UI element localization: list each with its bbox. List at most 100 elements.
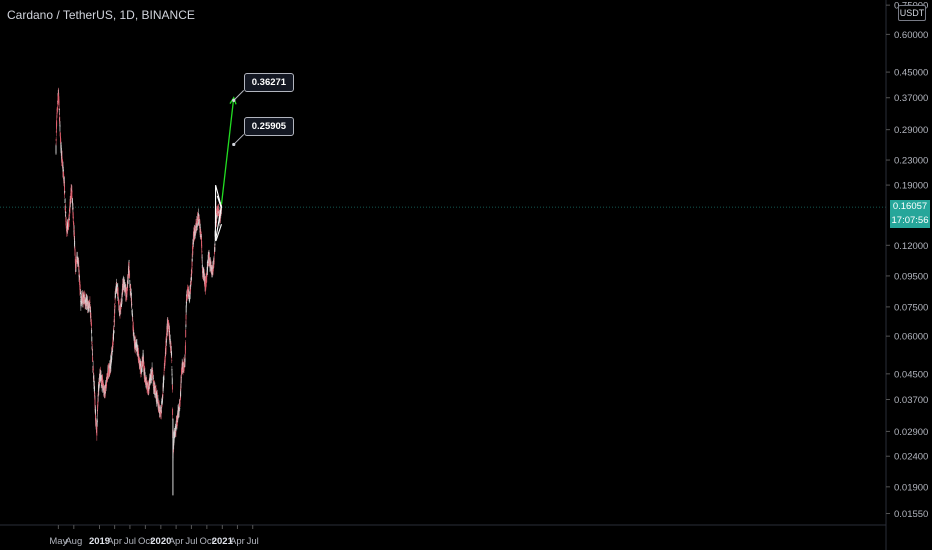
candle bbox=[92, 365, 94, 375]
candle bbox=[116, 287, 118, 296]
candle bbox=[203, 266, 205, 274]
candle bbox=[113, 329, 115, 334]
price-target-callout-high[interactable]: 0.36271 bbox=[243, 73, 295, 93]
candle bbox=[64, 181, 66, 199]
price-tick-label: 0.06000 bbox=[894, 332, 928, 343]
price-target-callout-low[interactable]: 0.25905 bbox=[243, 117, 295, 137]
candle bbox=[79, 281, 81, 289]
candle bbox=[73, 220, 74, 226]
candle bbox=[194, 229, 196, 239]
candle bbox=[109, 360, 111, 377]
pattern-drawings bbox=[0, 89, 886, 242]
candle bbox=[115, 291, 117, 298]
price-tick-label: 0.03700 bbox=[894, 395, 928, 406]
breakout-arrow[interactable] bbox=[220, 96, 237, 205]
candle bbox=[172, 407, 174, 421]
time-tick-label: Jul bbox=[124, 536, 136, 547]
price-tick-label: 0.37000 bbox=[894, 93, 928, 104]
candle bbox=[130, 284, 132, 292]
candle bbox=[92, 354, 94, 363]
candle bbox=[89, 302, 91, 312]
candle bbox=[196, 223, 198, 231]
candle bbox=[96, 418, 98, 427]
time-tick-label: Apr bbox=[230, 536, 245, 547]
price-tick-label: 0.60000 bbox=[894, 30, 928, 41]
time-tick-label: Apr bbox=[107, 536, 122, 547]
candle bbox=[102, 379, 104, 389]
candle bbox=[116, 278, 117, 294]
callout-pointer bbox=[232, 134, 245, 147]
candle bbox=[91, 340, 93, 346]
candle bbox=[169, 334, 171, 343]
candle bbox=[178, 407, 180, 418]
candle bbox=[96, 426, 98, 441]
candle bbox=[217, 204, 219, 212]
time-tick-label: Jul bbox=[247, 536, 259, 547]
candle bbox=[89, 296, 91, 304]
candle bbox=[64, 190, 66, 194]
candle bbox=[55, 137, 57, 146]
candle bbox=[129, 269, 131, 279]
candle bbox=[65, 226, 67, 228]
price-tick-label: 0.01550 bbox=[894, 509, 928, 520]
candle bbox=[199, 223, 201, 231]
candle bbox=[179, 401, 181, 407]
candle bbox=[71, 185, 73, 194]
candle bbox=[198, 215, 200, 220]
candle bbox=[207, 262, 209, 267]
candle bbox=[58, 96, 60, 108]
candle bbox=[128, 263, 130, 273]
candle bbox=[167, 327, 169, 336]
bar-countdown-label: 17:07:56 bbox=[890, 214, 930, 229]
candle bbox=[165, 337, 167, 347]
time-tick-label: 2019 bbox=[89, 536, 110, 547]
price-axis[interactable]: 0.750000.600000.450000.370000.290000.230… bbox=[885, 0, 928, 550]
price-tick-label: 0.07500 bbox=[894, 302, 928, 313]
candle bbox=[72, 213, 74, 221]
candle bbox=[62, 166, 64, 173]
candle bbox=[55, 143, 57, 155]
candle bbox=[80, 289, 81, 298]
price-tick-label: 0.23000 bbox=[894, 156, 928, 167]
currency-unit-label[interactable]: USDT bbox=[898, 5, 926, 21]
price-tick-label: 0.02400 bbox=[894, 452, 928, 463]
candle bbox=[191, 258, 193, 262]
price-tick-label: 0.09500 bbox=[894, 271, 928, 282]
candle bbox=[74, 236, 76, 249]
candle bbox=[91, 327, 93, 337]
callout-pointer bbox=[232, 89, 245, 102]
price-tick-label: 0.29000 bbox=[894, 125, 928, 136]
candle bbox=[90, 312, 92, 318]
price-tick-label: 0.02900 bbox=[894, 427, 928, 438]
candle bbox=[171, 376, 173, 386]
candle bbox=[116, 282, 118, 285]
time-tick-label: 2021 bbox=[212, 536, 234, 547]
candlestick-series bbox=[55, 87, 222, 496]
pennant-lower-trendline[interactable] bbox=[215, 223, 223, 242]
time-tick-label: Oct bbox=[138, 536, 153, 547]
candle bbox=[114, 304, 116, 310]
candle bbox=[152, 378, 154, 385]
candle bbox=[131, 301, 133, 309]
candle bbox=[217, 210, 219, 217]
candle bbox=[167, 319, 169, 323]
candle bbox=[64, 197, 66, 203]
candle bbox=[201, 244, 203, 257]
price-tick-label: 0.04500 bbox=[894, 369, 928, 380]
candle bbox=[145, 382, 146, 385]
last-price-label: 0.16057 bbox=[890, 200, 930, 215]
pennant-upper-trendline[interactable] bbox=[216, 195, 222, 207]
pennant-triangle[interactable] bbox=[214, 184, 222, 242]
candle bbox=[110, 355, 112, 364]
candle bbox=[141, 367, 143, 373]
price-tick-label: 0.45000 bbox=[894, 68, 928, 79]
candle bbox=[68, 216, 70, 221]
candle bbox=[65, 216, 67, 224]
candle bbox=[117, 287, 119, 297]
candle bbox=[220, 215, 221, 224]
candle bbox=[161, 403, 163, 409]
candle bbox=[121, 295, 123, 305]
time-tick-label: Jul bbox=[185, 536, 197, 547]
